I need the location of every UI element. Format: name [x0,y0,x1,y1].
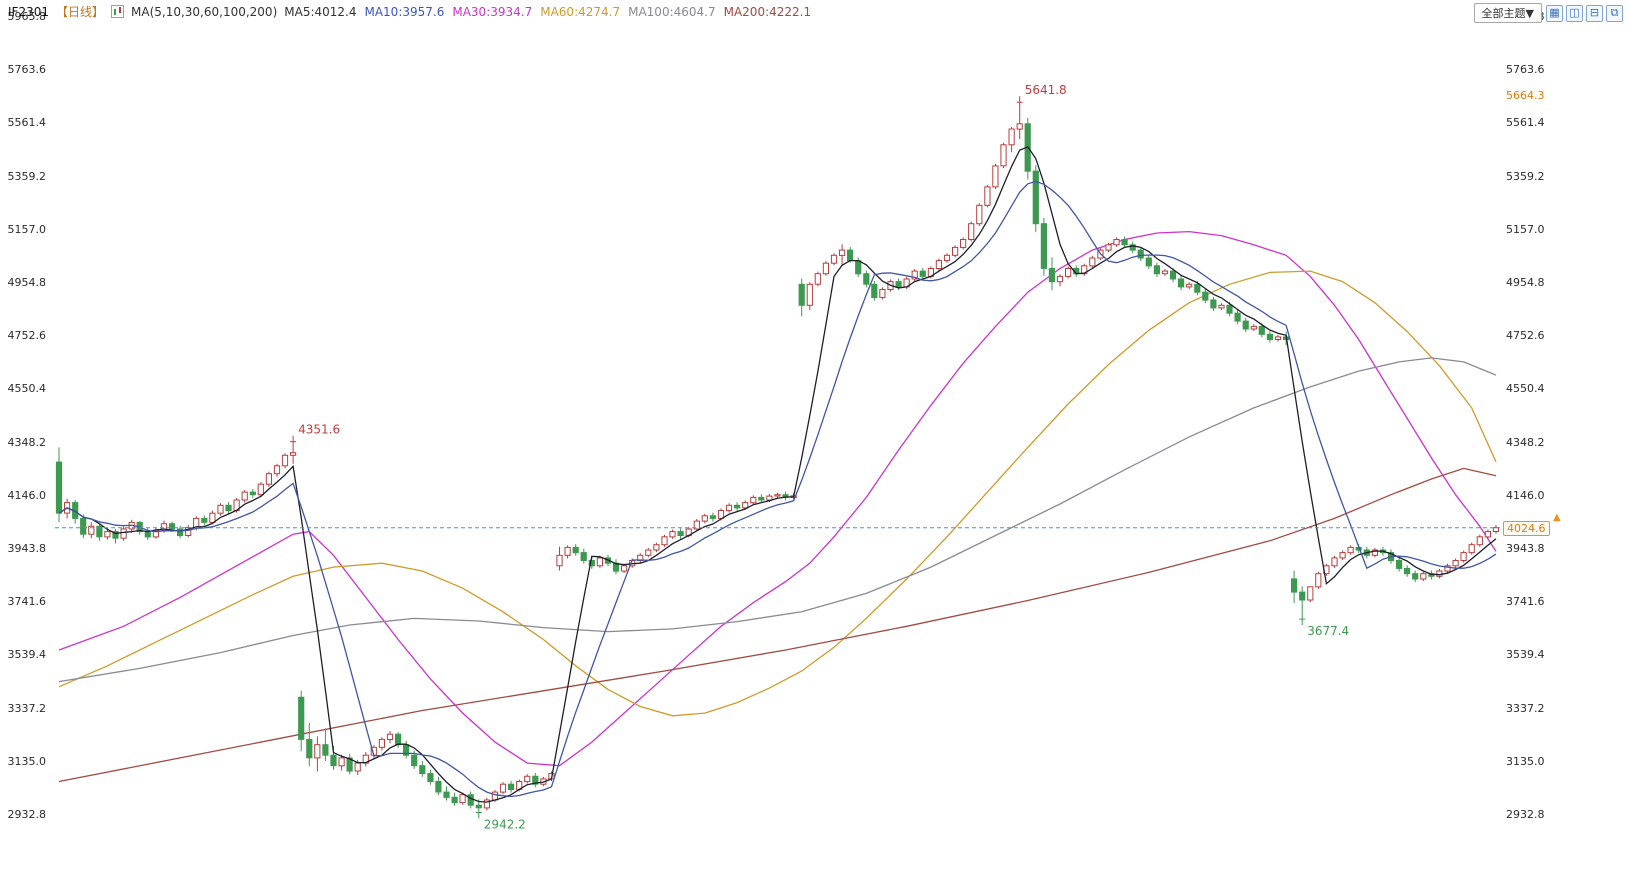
y-axis-tick-right: 5763.6 [1506,63,1545,76]
ma-value-label: MA100:4604.7 [628,4,716,19]
indicator-legend: IF2301 【日线】 MA(5,10,30,60,100,200) MA5:4… [8,3,811,20]
indicator-settings-icon[interactable] [111,5,124,18]
y-axis-tick-right: 4348.2 [1506,436,1545,449]
theme-selector-button[interactable]: 全部主题▼ [1473,3,1542,23]
y-axis-tick-right: 3539.4 [1506,648,1545,661]
symbol-label[interactable]: IF2301 [8,4,49,19]
layout-icons-group: ▦ ◫ ⊟ ⧉ [1546,4,1623,22]
y-axis-tick-right: 4550.4 [1506,382,1545,395]
y-axis-tick-left: 5359.2 [7,170,47,183]
svg-text:2942.2: 2942.2 [484,818,526,832]
y-axis-tick-left: 4146.0 [7,489,47,502]
ma-value-label: MA30:3934.7 [452,4,533,19]
y-axis-tick-right: 4954.8 [1506,276,1545,289]
chart-controls: 全部主题▼ ▦ ◫ ⊟ ⧉ [1473,3,1623,23]
y-axis-tick-left: 4954.8 [7,276,47,289]
y-axis-tick-left: 3539.4 [7,648,47,661]
ma-value-label: MA5:4012.4 [284,4,357,19]
grid-layout-icon[interactable]: ▦ [1546,4,1563,22]
y-axis-tick-right: 3337.2 [1506,702,1545,715]
current-price-badge: 4024.6 [1503,521,1550,536]
y-axis-tick-left: 5965.8 [7,10,47,23]
period-label[interactable]: 【日线】 [55,5,104,19]
y-axis-tick-left: 4752.6 [7,329,47,342]
price-arrow-icon: ▲ [1553,512,1561,523]
y-axis-tick-right: 3943.8 [1506,542,1545,555]
svg-text:5641.8: 5641.8 [1025,83,1067,97]
ma-value-label: MA60:4274.7 [540,4,621,19]
columns-layout-icon[interactable]: ◫ [1566,4,1583,22]
y-axis-tick-left: 3135.0 [7,755,47,768]
svg-text:4351.6: 4351.6 [298,423,340,437]
y-axis-tick-right: 5561.4 [1506,116,1545,129]
y-axis-tick-left: 3741.6 [7,595,47,608]
y-axis-tick-right: 3135.0 [1506,755,1545,768]
y-axis-tick-left: 4348.2 [7,436,47,449]
high-price-badge: 5664.3 [1503,89,1548,102]
ma-group-label: MA(5,10,30,60,100,200) [131,4,278,19]
y-axis-tick-left: 5561.4 [7,116,47,129]
y-axis-tick-right: 3741.6 [1506,595,1545,608]
rows-layout-icon[interactable]: ⊟ [1586,4,1603,22]
overlay-layout-icon[interactable]: ⧉ [1606,4,1623,22]
y-axis-tick-left: 3943.8 [7,542,47,555]
ma-legend: MA5:4012.4 MA10:3957.6 MA30:3934.7 MA60:427… [284,5,811,19]
y-axis-tick-left: 5763.6 [7,63,47,76]
ma-value-label: MA10:3957.6 [364,4,445,19]
y-axis-tick-left: 3337.2 [7,702,47,715]
y-axis-tick-left: 2932.8 [7,808,47,821]
y-axis-tick-right: 2932.8 [1506,808,1545,821]
y-axis-tick-left: 4550.4 [7,382,47,395]
svg-text:3677.4: 3677.4 [1307,624,1349,638]
y-axis-tick-right: 4146.0 [1506,489,1545,502]
y-axis-tick-right: 5359.2 [1506,170,1545,183]
y-axis-tick-right: 4752.6 [1506,329,1545,342]
y-axis-tick-right: 5157.0 [1506,223,1545,236]
y-axis-tick-left: 5157.0 [7,223,47,236]
ma-value-label: MA200:4222.1 [723,4,812,19]
